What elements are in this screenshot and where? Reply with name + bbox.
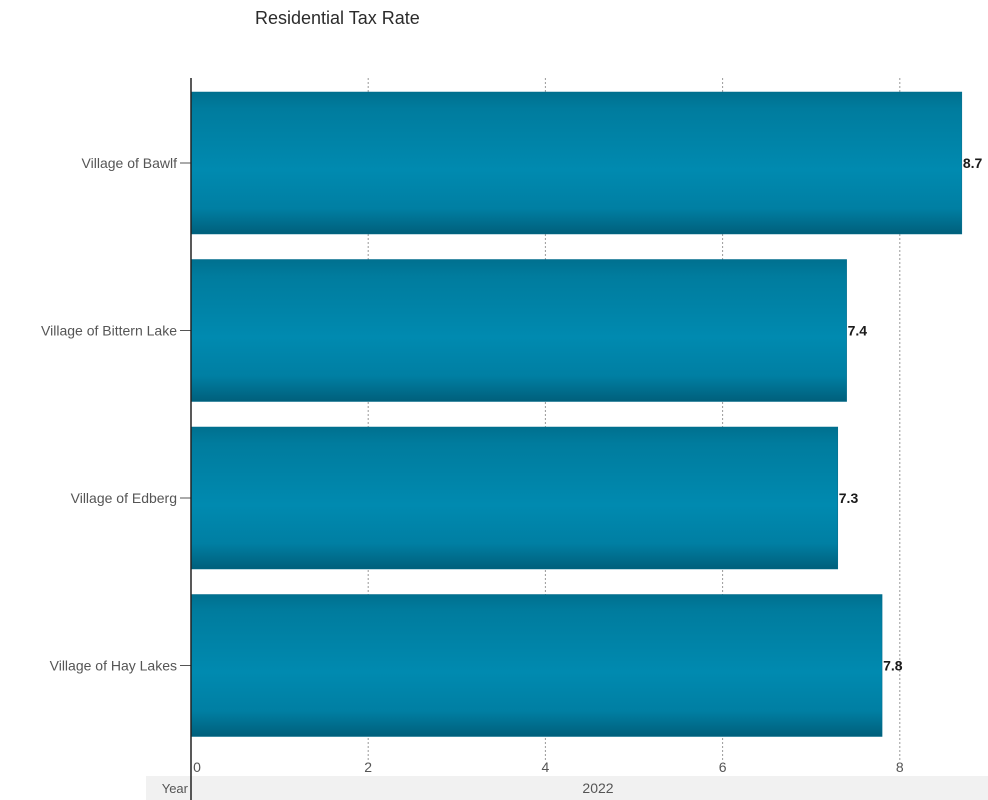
x-tick-label: 4 [542,759,550,775]
category-label: Village of Bawlf [82,155,178,171]
category-label: Village of Hay Lakes [50,658,177,674]
footer-label: Year [162,781,189,796]
category-labels: Village of Bawlf Village of Bittern Lake V… [41,155,191,674]
x-tick-label: 2 [364,759,372,775]
x-tick-label: 6 [719,759,727,775]
category-label: Village of Edberg [71,490,177,506]
footer-value: 2022 [582,780,613,796]
bar-value-label: 7.3 [839,490,859,506]
bar-value-label: 8.7 [963,155,983,171]
bar[interactable] [190,259,847,402]
bar[interactable] [190,426,839,570]
x-tick-label: 0 [193,759,201,775]
chart-title: Residential Tax Rate [255,8,420,28]
value-labels: 8.7 7.4 7.3 7.8 [839,155,983,674]
bar[interactable] [190,594,883,737]
x-tick-label: 8 [896,759,904,775]
category-label: Village of Bittern Lake [41,323,177,339]
bar-value-label: 7.4 [848,323,868,339]
bar-value-label: 7.8 [883,658,903,674]
bars [190,91,963,737]
footer-background [146,776,988,800]
x-axis-ticks: 0 2 4 6 8 [193,759,904,775]
bar[interactable] [190,91,963,235]
